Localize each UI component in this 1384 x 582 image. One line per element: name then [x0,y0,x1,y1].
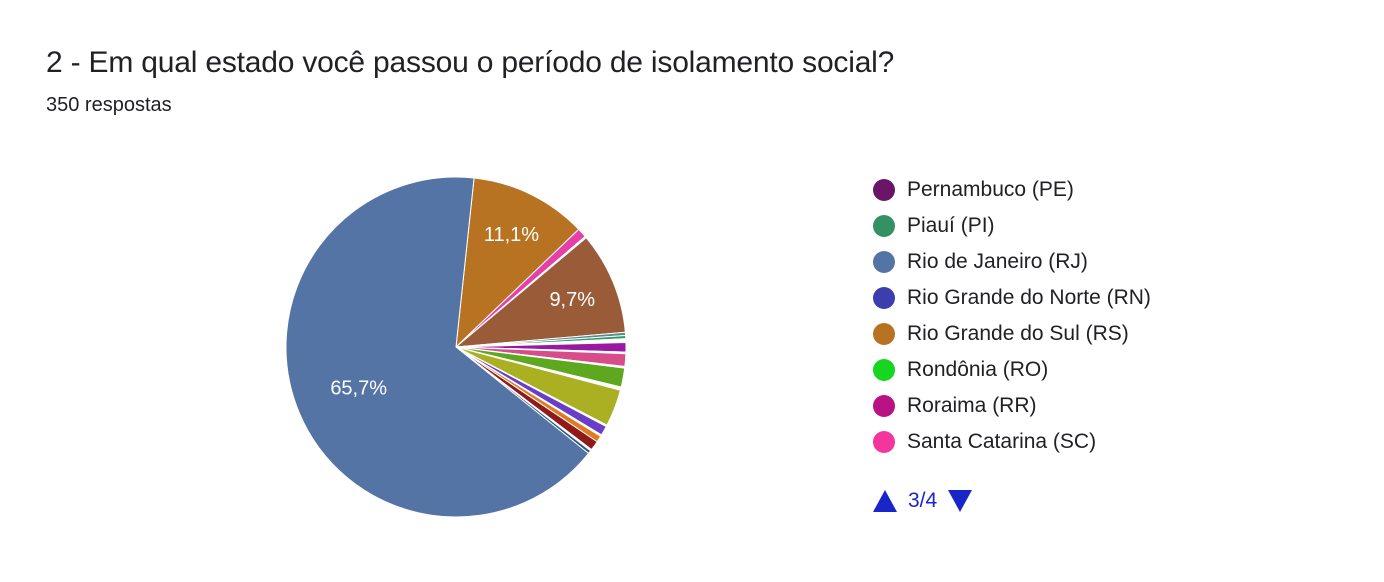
legend-pager: 3/4 [873,489,973,513]
legend-swatch [873,215,895,237]
slice-label: 9,7% [549,289,595,311]
legend-label: Rio Grande do Sul (RS) [907,322,1129,345]
legend-label: Rio de Janeiro (RJ) [907,250,1088,273]
slice-label: 11,1% [484,224,539,246]
legend-item[interactable]: Rondônia (RO) [873,352,1151,388]
legend-swatch [873,431,895,453]
legend-item[interactable]: Pernambuco (PE) [873,172,1151,208]
chart-legend: Pernambuco (PE) Piauí (PI) Rio de Janeiro … [873,172,1151,460]
pie-slice [454,237,626,348]
legend-swatch [873,395,895,417]
legend-label: Santa Catarina (SC) [907,430,1097,453]
pie-slice [285,176,590,518]
pie-slice [455,177,580,349]
response-count: 350 respostas [46,94,172,116]
slice-label: 65,7% [330,377,387,399]
legend-label: Rondônia (RO) [907,358,1049,381]
legend-item[interactable]: Piauí (PI) [873,208,1151,244]
legend-swatch [873,179,895,201]
legend-item[interactable]: Santa Catarina (SC) [873,424,1151,460]
page-down-icon[interactable] [948,490,973,512]
legend-label: Roraima (RR) [907,394,1037,417]
legend-label: Pernambuco (PE) [907,178,1074,201]
legend-swatch [873,287,895,309]
legend-label: Piauí (PI) [907,214,995,237]
page-indicator: 3/4 [908,489,938,512]
legend-label: Rio Grande do Norte (RN) [907,286,1151,309]
legend-swatch [873,359,895,381]
page-up-icon[interactable] [873,490,897,512]
legend-swatch [873,251,895,273]
legend-item[interactable]: Roraima (RR) [873,388,1151,424]
legend-item[interactable]: Rio de Janeiro (RJ) [873,244,1151,280]
legend-swatch [873,323,895,345]
legend-item[interactable]: Rio Grande do Sul (RS) [873,316,1151,352]
chart-title: 2 - Em qual estado você passou o período… [46,46,895,79]
legend-item[interactable]: Rio Grande do Norte (RN) [873,280,1151,316]
